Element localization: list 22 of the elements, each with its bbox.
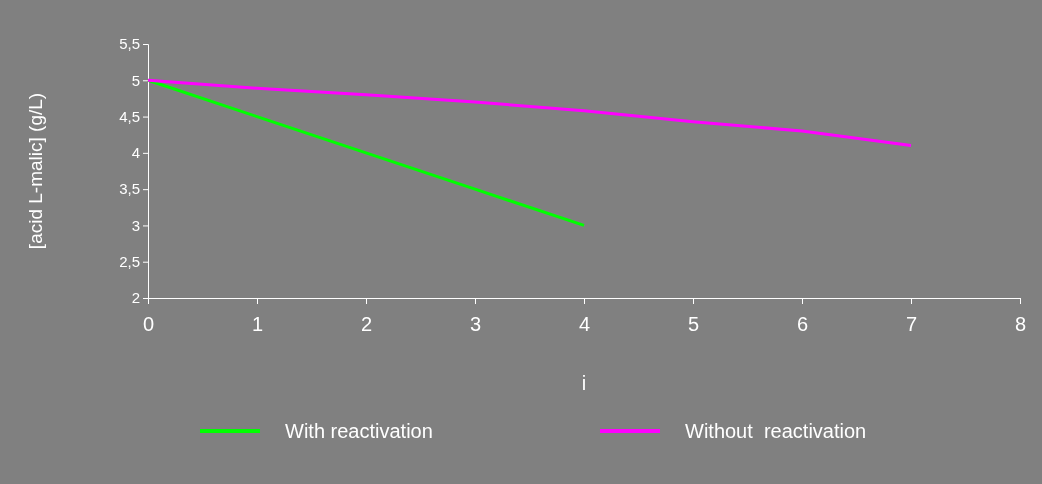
legend-label: Without reactivation	[685, 420, 867, 442]
x-tick-label: 4	[578, 313, 591, 335]
y-axis-title: [acid L-malic] (g/L)	[25, 92, 46, 250]
x-tick-label: 8	[1014, 313, 1027, 335]
y-tick-label: 2	[131, 289, 140, 307]
legend-label: With reactivation	[285, 420, 433, 442]
x-axis-title: i	[581, 372, 587, 394]
y-tick-label: 3	[131, 216, 140, 234]
x-tick-label: 6	[796, 313, 809, 335]
y-tick-label: 5,5	[119, 35, 140, 53]
y-tick-label: 4	[131, 144, 140, 162]
x-tick-label: 7	[905, 313, 918, 335]
x-tick-label: 0	[142, 313, 155, 335]
x-tick-label: 5	[687, 313, 700, 335]
line-series	[146, 78, 913, 148]
y-tick-label: 2,5	[119, 253, 140, 271]
y-tick-label: 4,5	[119, 107, 140, 125]
x-tick-label: 3	[469, 313, 482, 335]
y-tick-label: 3,5	[119, 180, 140, 198]
y-tick-label: 5	[131, 71, 140, 89]
x-tick-label: 1	[251, 313, 264, 335]
x-tick-label: 2	[360, 313, 373, 335]
